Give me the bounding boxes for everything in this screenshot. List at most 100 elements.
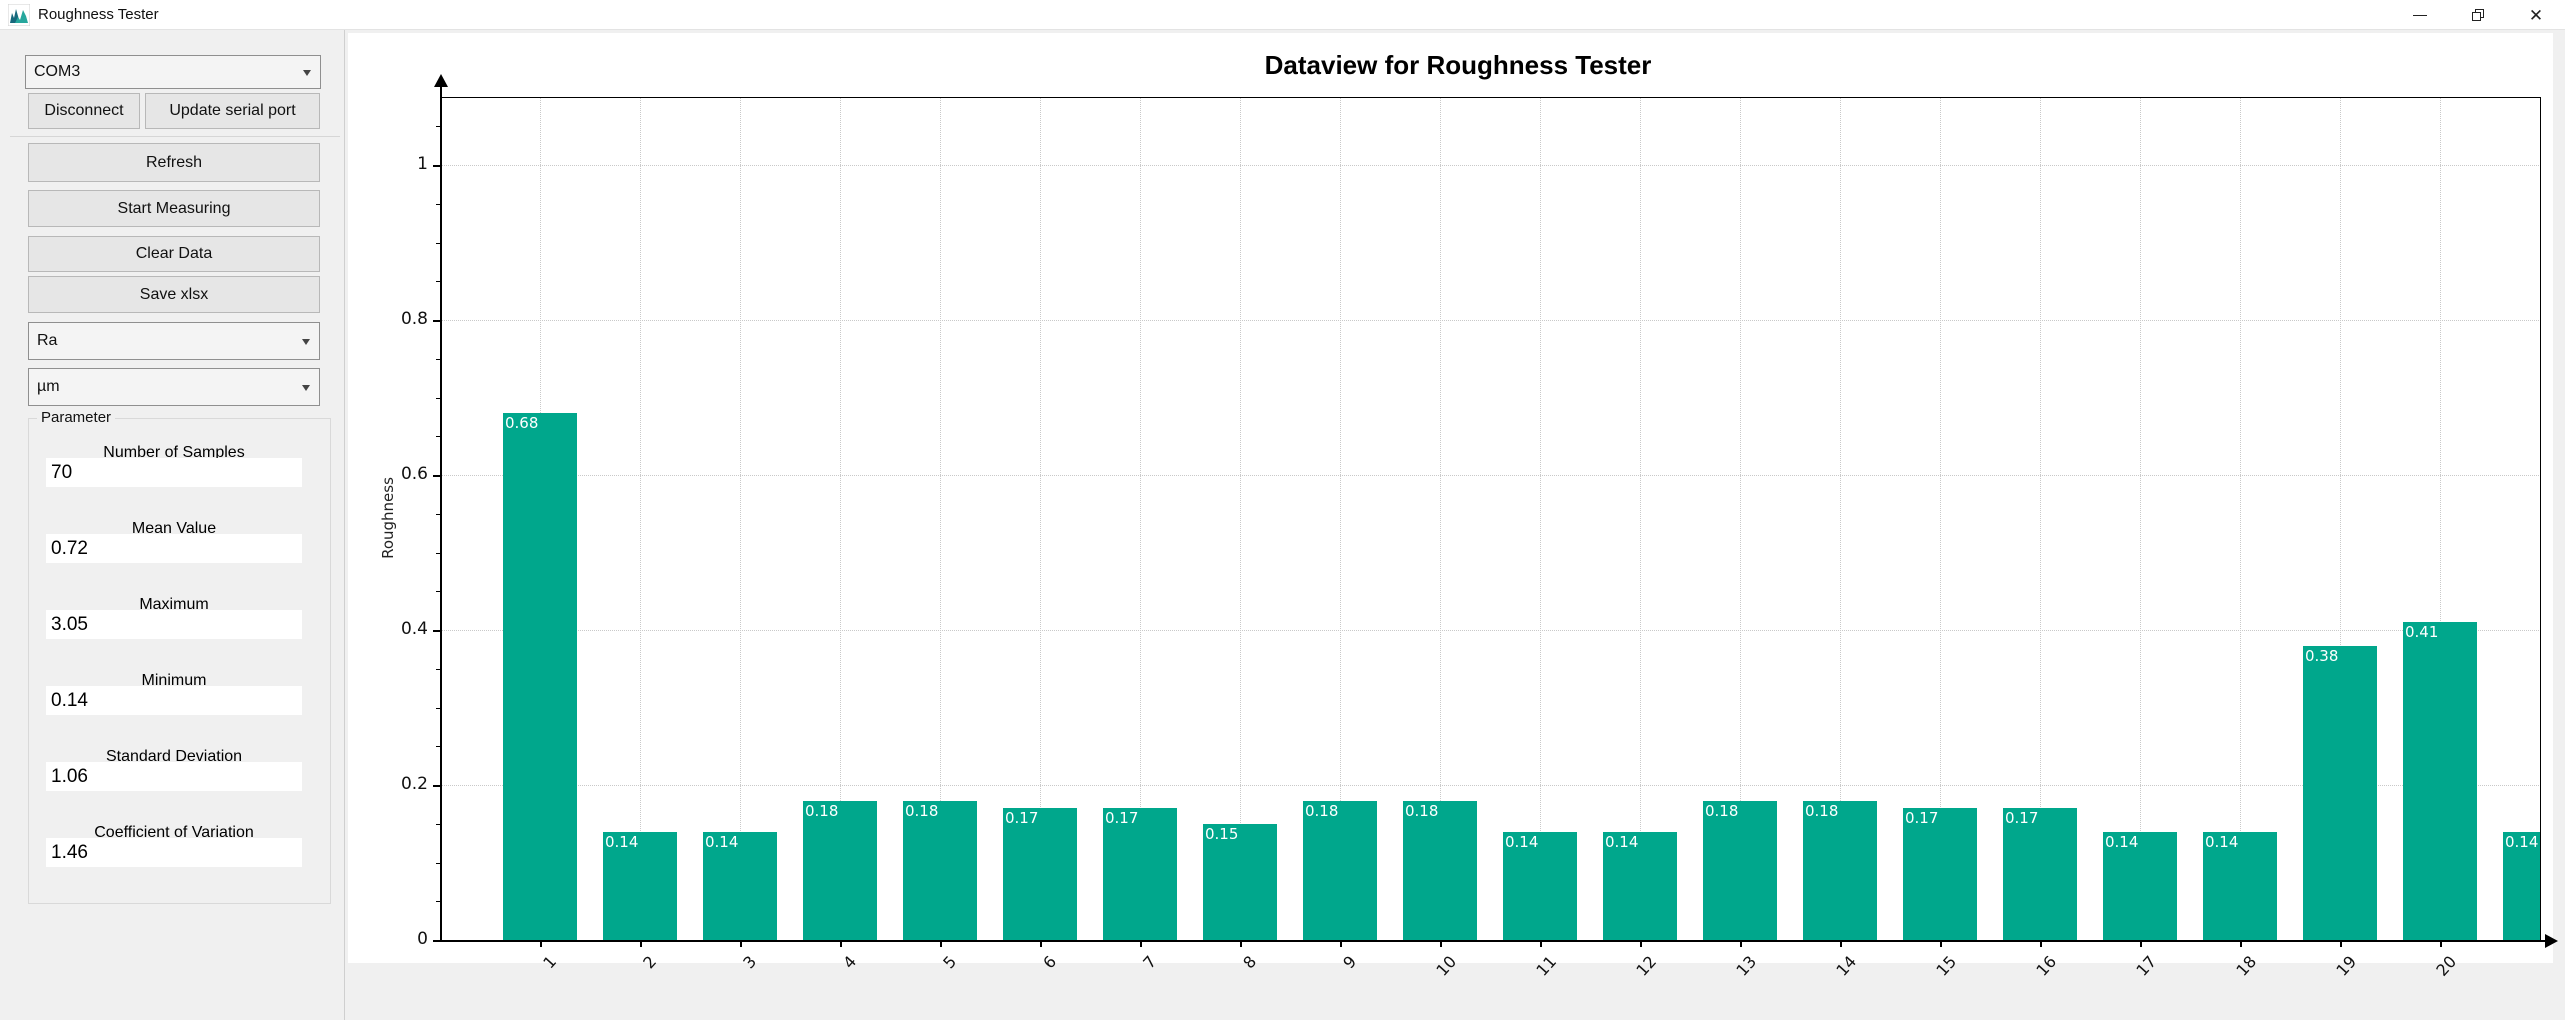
bar-value-label: 0.18 xyxy=(905,801,939,820)
y-tick-label: 1 xyxy=(417,154,428,174)
bar xyxy=(503,413,577,940)
x-tick-label: 14 xyxy=(1832,952,1861,980)
bar xyxy=(1803,800,1877,940)
bar xyxy=(2503,831,2540,940)
v-gridline xyxy=(940,98,941,939)
bar xyxy=(603,831,677,940)
title-bar: Roughness Tester ✕ xyxy=(0,0,2565,30)
x-tick xyxy=(840,940,842,947)
restore-icon[interactable] xyxy=(2449,0,2507,30)
x-tick-label: 10 xyxy=(1432,952,1461,980)
bar xyxy=(903,800,977,940)
standard-deviation-input[interactable]: 1.06 xyxy=(46,762,302,791)
x-tick xyxy=(1740,940,1742,947)
x-axis-line xyxy=(440,940,2546,942)
bar xyxy=(703,831,777,940)
control-sidebar: COM3 Disconnect Update serial port Refre… xyxy=(0,30,344,1020)
bar-value-label: 0.68 xyxy=(505,414,539,432)
x-tick xyxy=(1040,940,1042,947)
app-chart-icon xyxy=(8,3,30,26)
serial-port-select[interactable]: COM3 xyxy=(25,55,321,89)
field-minimum: Minimum 0.14 xyxy=(46,672,302,715)
field-label: Standard Deviation xyxy=(105,748,243,765)
x-tick xyxy=(740,940,742,947)
y-minor-tick xyxy=(436,746,440,748)
coefficient-of-variation-input[interactable]: 1.46 xyxy=(46,838,302,867)
x-tick xyxy=(640,940,642,947)
number-of-samples-input[interactable]: 70 xyxy=(46,458,302,487)
chart-panel: Dataview for Roughness Tester Roughness … xyxy=(348,33,2558,980)
minimum-input[interactable]: 0.14 xyxy=(46,686,302,715)
field-label: Mean Value xyxy=(131,520,217,537)
field-label: Coefficient of Variation xyxy=(94,824,254,841)
x-tick-label: 11 xyxy=(1532,952,1561,980)
y-minor-tick xyxy=(436,126,440,128)
bar-value-label: 0.14 xyxy=(2105,832,2139,851)
x-tick-label: 1 xyxy=(539,952,561,973)
x-tick-label: 15 xyxy=(1932,952,1961,980)
mean-value-input[interactable]: 0.72 xyxy=(46,534,302,563)
maximum-input[interactable]: 3.05 xyxy=(46,610,302,639)
bar-value-label: 0.38 xyxy=(2305,646,2339,665)
y-axis-line xyxy=(440,87,442,940)
x-tick-label: 3 xyxy=(739,952,761,973)
field-mean-value: Mean Value 0.72 xyxy=(46,520,302,563)
disconnect-button[interactable]: Disconnect xyxy=(28,93,140,129)
v-gridline xyxy=(2140,98,2141,939)
bar xyxy=(2103,831,2177,940)
clear-data-button[interactable]: Clear Data xyxy=(28,236,320,272)
x-tick-label: 8 xyxy=(1239,952,1261,973)
save-xlsx-button[interactable]: Save xlsx xyxy=(28,276,320,313)
y-minor-tick xyxy=(436,513,440,515)
bar xyxy=(2203,831,2277,940)
bar xyxy=(1503,831,1577,940)
y-minor-tick xyxy=(436,242,440,244)
refresh-button[interactable]: Refresh xyxy=(28,143,320,182)
field-label: Maximum xyxy=(139,596,209,613)
x-tick xyxy=(2440,940,2442,947)
x-tick-label: 20 xyxy=(2432,952,2461,980)
bar xyxy=(1203,823,1277,940)
bar-value-label: 0.17 xyxy=(2005,809,2039,828)
v-gridline xyxy=(2240,98,2241,939)
x-tick xyxy=(1240,940,1242,947)
x-tick xyxy=(2040,940,2042,947)
chevron-down-icon xyxy=(302,385,310,391)
x-tick-label: 13 xyxy=(1732,952,1761,980)
close-icon[interactable]: ✕ xyxy=(2528,5,2544,25)
update-serial-port-button[interactable]: Update serial port xyxy=(145,93,320,129)
v-gridline xyxy=(840,98,841,939)
bar xyxy=(803,800,877,940)
panel-divider xyxy=(344,30,345,1020)
unit-select[interactable]: µm xyxy=(28,368,320,406)
field-label: Minimum xyxy=(141,672,207,689)
minimize-icon[interactable] xyxy=(2391,0,2449,30)
x-tick-label: 9 xyxy=(1339,952,1361,973)
h-gridline xyxy=(441,785,2539,786)
disconnect-label: Disconnect xyxy=(44,102,124,119)
v-gridline xyxy=(2040,98,2041,939)
bar xyxy=(2403,622,2477,940)
x-tick xyxy=(1940,940,1942,947)
y-tick-label: 0.8 xyxy=(400,309,428,329)
start-measuring-button[interactable]: Start Measuring xyxy=(28,190,320,227)
v-gridline xyxy=(1540,98,1541,939)
y-axis-label: Roughness xyxy=(379,477,397,559)
measure-type-select[interactable]: Ra xyxy=(28,322,320,360)
parameter-group-title: Parameter xyxy=(37,409,116,426)
bar-chart-plot: Roughness 0.68 0.14 0.14 0.18 0.18 0.17 0.17 0.… xyxy=(348,33,2558,980)
update-serial-label: Update serial port xyxy=(169,102,296,119)
x-tick-label: 2 xyxy=(639,952,661,973)
bar-value-label: 0.14 xyxy=(2205,832,2239,851)
bar-value-label: 0.18 xyxy=(1305,801,1339,820)
bar xyxy=(2303,645,2377,940)
y-minor-tick xyxy=(436,281,440,283)
refresh-label: Refresh xyxy=(145,153,203,171)
bar-value-label: 0.14 xyxy=(705,832,739,851)
x-tick xyxy=(2340,940,2342,947)
bar xyxy=(1303,800,1377,940)
x-tick-label: 12 xyxy=(1632,952,1661,980)
y-minor-tick xyxy=(436,668,440,670)
bar xyxy=(1103,808,1177,940)
h-gridline xyxy=(441,475,2539,476)
